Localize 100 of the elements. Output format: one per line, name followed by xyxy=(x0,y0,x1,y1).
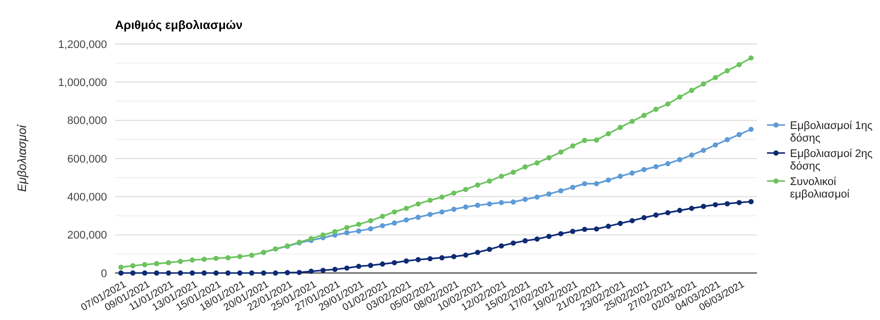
legend-label: Εμβολιασμοί 1ης δόσης xyxy=(790,120,872,144)
point xyxy=(463,204,468,210)
point xyxy=(606,177,611,183)
point xyxy=(439,255,445,260)
point xyxy=(582,181,588,186)
point xyxy=(475,202,480,208)
point xyxy=(320,232,326,238)
point xyxy=(748,55,754,61)
point xyxy=(510,199,516,205)
point xyxy=(118,264,124,270)
point xyxy=(546,234,552,239)
point xyxy=(475,250,480,255)
point xyxy=(463,252,468,258)
point xyxy=(748,126,754,132)
point xyxy=(439,209,445,215)
point xyxy=(356,222,362,227)
point xyxy=(498,243,504,248)
legend-label: Εμβολιασμοί 2ης δόσης xyxy=(790,148,872,172)
point xyxy=(380,214,386,219)
point xyxy=(166,260,172,266)
point xyxy=(416,214,421,220)
point xyxy=(606,224,611,229)
point xyxy=(368,218,374,224)
point xyxy=(498,174,504,179)
point xyxy=(665,101,670,107)
point xyxy=(653,212,659,218)
point xyxy=(416,201,421,207)
point xyxy=(582,226,588,232)
point xyxy=(582,138,588,143)
point xyxy=(700,148,706,153)
point xyxy=(570,143,576,149)
point xyxy=(404,217,409,223)
point xyxy=(736,200,742,206)
y-tick-label: 1,000,000 xyxy=(58,77,107,90)
point xyxy=(594,137,600,143)
point xyxy=(213,256,219,261)
point xyxy=(677,94,682,100)
point xyxy=(308,268,314,274)
point xyxy=(641,166,647,172)
point xyxy=(558,231,564,236)
point xyxy=(142,270,148,276)
point xyxy=(689,206,694,211)
point xyxy=(118,270,124,276)
point xyxy=(689,88,694,93)
point xyxy=(463,186,468,192)
point xyxy=(486,246,492,252)
point xyxy=(237,270,242,276)
point xyxy=(475,182,480,188)
point xyxy=(498,200,504,206)
point xyxy=(154,270,160,276)
point xyxy=(404,258,409,264)
point xyxy=(510,170,516,175)
point xyxy=(630,170,635,176)
point xyxy=(392,209,397,215)
point xyxy=(439,194,445,200)
point xyxy=(736,62,742,68)
point xyxy=(534,160,540,166)
point xyxy=(249,252,254,258)
y-tick-label: 0 xyxy=(100,268,107,280)
point xyxy=(368,262,374,268)
point xyxy=(451,190,456,196)
point xyxy=(344,230,350,236)
point xyxy=(522,164,528,170)
point xyxy=(392,220,397,226)
point xyxy=(486,178,492,184)
point xyxy=(486,201,492,207)
point xyxy=(427,212,433,218)
point xyxy=(689,152,694,158)
point xyxy=(249,270,254,276)
point xyxy=(368,226,374,232)
chart-title: Αριθμός εμβολιασμών xyxy=(115,18,243,32)
point xyxy=(451,254,456,260)
point xyxy=(427,198,433,203)
point xyxy=(427,256,433,262)
point xyxy=(166,270,172,276)
point xyxy=(630,118,635,124)
point xyxy=(618,124,623,130)
y-tick-label: 200,000 xyxy=(67,230,107,242)
point xyxy=(332,228,338,234)
point xyxy=(225,270,231,276)
point xyxy=(641,215,647,220)
point xyxy=(451,206,456,212)
point xyxy=(594,226,600,232)
point xyxy=(630,218,635,224)
point xyxy=(665,161,670,166)
point xyxy=(296,270,302,276)
point xyxy=(522,238,528,244)
point xyxy=(534,236,540,242)
point xyxy=(284,270,290,276)
y-axis-title: Εμβολιασμοί xyxy=(15,124,29,192)
point xyxy=(142,262,148,268)
point xyxy=(190,270,195,276)
point xyxy=(356,264,362,269)
point xyxy=(130,270,136,276)
point xyxy=(546,155,552,160)
point xyxy=(712,202,718,208)
point xyxy=(700,81,706,86)
point xyxy=(225,255,231,260)
point xyxy=(712,74,718,80)
y-tick-label: 600,000 xyxy=(67,153,107,166)
